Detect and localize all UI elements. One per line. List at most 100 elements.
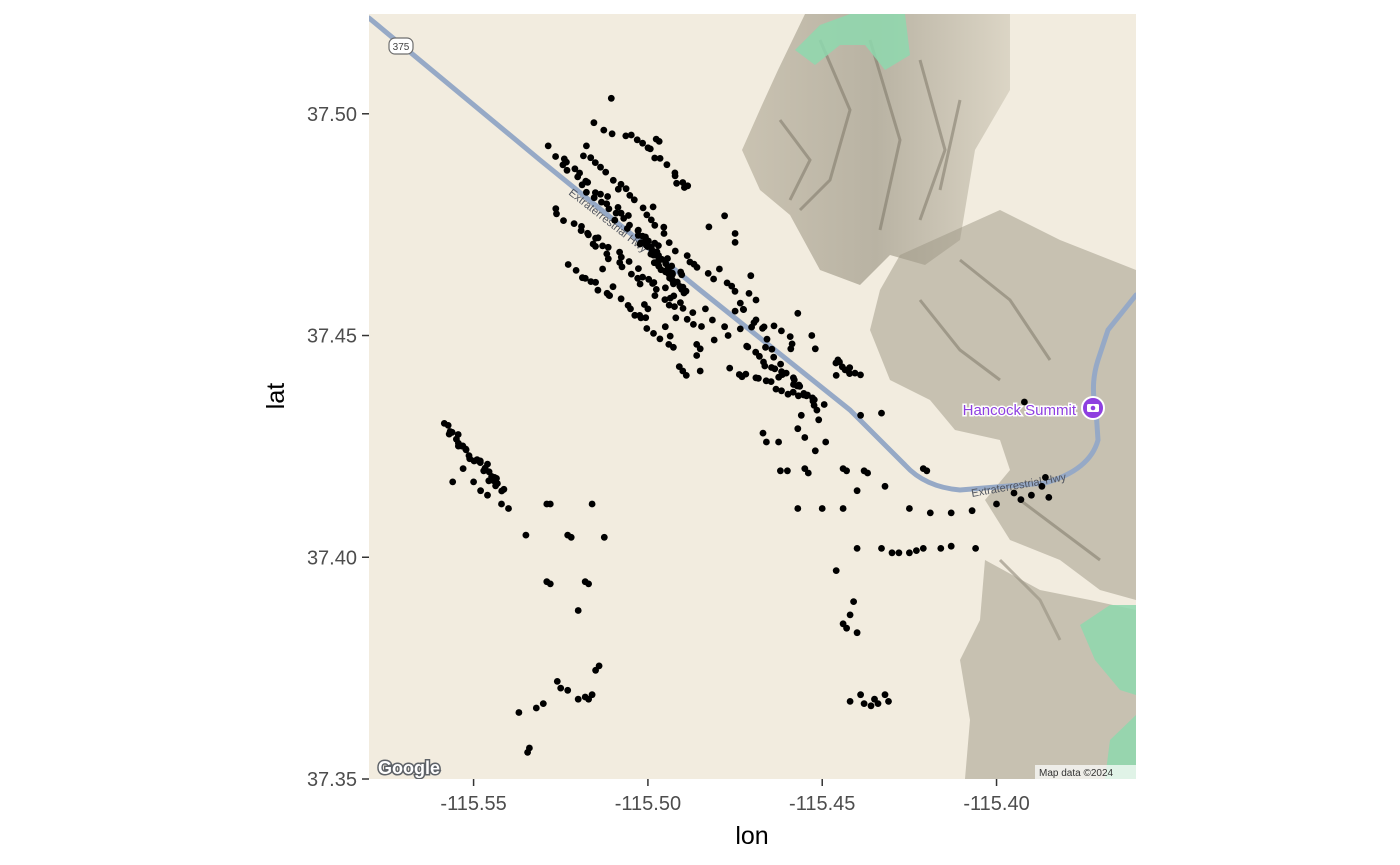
data-point [522,531,530,539]
data-point-row-8 [574,173,582,181]
data-point-row-2 [704,270,712,277]
data-point [564,686,572,694]
data-point-mid-band-c [800,391,807,399]
data-point [449,478,457,486]
data-point-row-3 [599,242,606,250]
data-point [839,505,847,512]
data-point-mid-band-c [795,392,802,400]
data-point-row-3 [553,210,560,218]
data-point [794,505,802,512]
data-point [972,545,979,552]
data-point-row-5 [631,311,639,319]
google-logo-text: Google [378,758,440,778]
data-point [1042,474,1049,481]
data-point [867,702,875,710]
data-point-row-6 [627,131,635,139]
data-point-row-6 [633,136,641,144]
data-point [679,179,687,186]
data-point [498,500,505,508]
data-point-mid-band-c [755,374,762,382]
data-point [794,425,802,433]
data-point [649,203,657,211]
poi-hancock-summit[interactable]: Hancock Summit [961,396,1105,421]
data-point-row-2 [583,142,590,150]
data-point-row-5 [572,267,580,274]
data-point [860,700,868,707]
data-point-mid-band-b [743,342,751,350]
attribution-text: Map data ©2024 [1039,768,1114,779]
data-point [1045,494,1053,501]
data-point [895,549,903,557]
data-point [574,695,582,703]
data-point [1021,398,1028,406]
data-point-row-1 [597,190,604,198]
data-point-row-6 [600,126,608,134]
data-point [606,292,613,299]
data-point-row-7 [656,155,664,162]
data-point [484,491,491,499]
data-point-row-3 [662,284,669,292]
data-point [473,456,481,464]
mountain-range-southeast [960,560,1136,779]
data-point-row-1 [552,153,559,160]
data-point [947,509,955,517]
data-point-row-4 [585,231,592,239]
data-point-row-8 [563,166,571,174]
data-point-row-7 [684,182,692,190]
data-point-mid-band-a [748,323,755,331]
data-point-row-3 [689,309,697,316]
data-point-west-cluster [444,422,452,429]
data-point-mid-band-a [770,353,778,361]
data-point-west-cluster [492,482,499,490]
data-point-row-5 [643,325,651,332]
data-point-row-8 [578,181,586,189]
data-point [747,272,755,280]
data-point-mid-band-c [767,378,775,385]
data-point [846,611,854,619]
x-tick-label: -115.50 [615,793,681,815]
data-point-row-2 [647,216,655,224]
data-point [822,438,830,446]
data-point [721,323,728,331]
highway-375[interactable] [369,15,1136,493]
data-point-mid-band-d [778,327,785,335]
data-point [470,478,477,486]
data-point-row-3 [625,258,633,265]
mountain-ridges-north [778,39,962,231]
data-point-row-5 [656,335,664,343]
data-point-row-2 [710,275,717,283]
data-point-row-4 [577,227,585,235]
data-point-row-3 [670,292,678,300]
data-point [546,500,554,508]
data-point-row-4 [634,274,642,282]
data-point-row-4 [636,280,644,288]
data-point-row-2 [602,168,610,176]
vegetation-north [795,14,910,70]
basemap[interactable]: 375 Extraterrestrial Hwy Extraterrestria… [369,14,1136,779]
data-point [580,152,587,160]
data-point [637,314,645,322]
data-point [539,700,547,707]
data-point [850,598,857,605]
data-point-row-3 [594,234,602,242]
data-point-mid-band-c [784,390,792,398]
data-point-row-2 [671,247,679,255]
data-point [721,212,728,220]
data-point-row-1 [592,189,599,197]
data-point [736,325,744,333]
data-point [923,467,931,475]
data-point-mid-band-c [772,385,780,393]
data-point [843,467,850,475]
mountain-range-north [742,14,1010,285]
x-tick-label: -115.45 [789,793,855,815]
data-point [832,372,840,379]
data-point-row-4 [683,315,691,323]
data-point [592,666,599,674]
data-point [574,607,582,614]
data-point [919,545,927,552]
data-point [878,545,885,552]
data-point-row-2 [626,192,634,199]
data-point-row-1 [655,242,662,250]
data-point-row-2 [591,159,599,167]
data-point [906,549,913,557]
